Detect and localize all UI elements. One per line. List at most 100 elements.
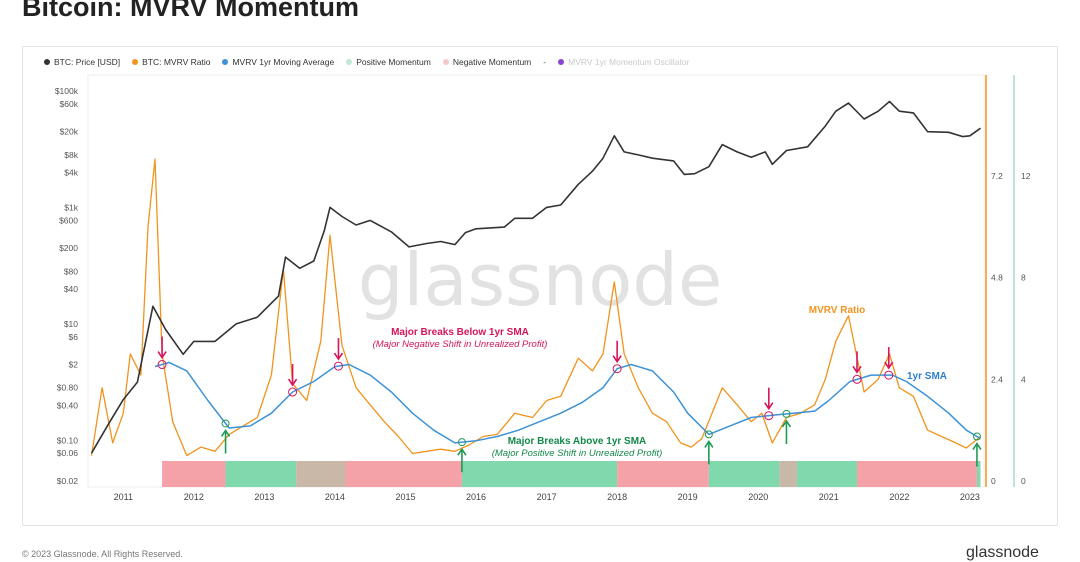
y-left-tick-0-10: $0.10 [57, 435, 79, 445]
x-tick-2021: 2021 [819, 492, 839, 502]
copyright-text: © 2023 Glassnode. All Rights Reserved. [22, 549, 183, 559]
annotation-positive-subtitle: (Major Positive Shift in Unrealized Prof… [492, 448, 663, 459]
y-left-tick-0-02: $0.02 [57, 476, 79, 486]
positive-break-marker [221, 419, 230, 428]
y-left-tick-40: $40 [64, 284, 78, 294]
negative-break-arrow-head [157, 351, 167, 359]
negative-break-marker [884, 370, 894, 380]
legend-item-price[interactable]: BTC: Price [USD] [44, 57, 120, 67]
legend-label-positive: Positive Momentum [356, 57, 431, 67]
y-right2-tick-12: 12 [1021, 171, 1031, 181]
positive-break-arrow-head [704, 439, 714, 448]
y-right-tick-2-4: 2.4 [991, 374, 1003, 384]
legend-label-sma: MVRV 1yr Moving Average [232, 57, 335, 67]
annotation-positive-title: Major Breaks Above 1yr SMA [508, 436, 647, 447]
positive-break-marker [704, 430, 713, 439]
label-1yr-sma: 1yr SMA [907, 371, 947, 382]
negative-break-marker [288, 387, 298, 397]
y-left-tick-600: $600 [59, 215, 78, 225]
negative-break-arrow-head [612, 355, 622, 364]
positive-break-marker [457, 438, 466, 447]
y-left-tick-0-06: $0.06 [57, 448, 79, 458]
legend-label-negative: Negative Momentum [452, 57, 532, 67]
x-tick-2017: 2017 [537, 492, 557, 502]
x-tick-2011: 2011 [114, 492, 133, 502]
x-tick-2013: 2013 [254, 492, 274, 502]
page-title: Bitcoin: MVRV Momentum [22, 0, 359, 22]
positive-break-arrow-head [781, 419, 792, 428]
negative-break-arrow-head [852, 365, 862, 374]
negative-break-arrow-head [333, 352, 344, 361]
momentum-segment-positive [708, 461, 780, 487]
x-tick-2020: 2020 [748, 492, 768, 502]
positive-break-arrow-head [220, 429, 231, 437]
x-tick-2016: 2016 [466, 492, 486, 502]
series-line-mvrv [90, 158, 981, 457]
momentum-segment-positive [797, 461, 858, 487]
series-line-sma [154, 361, 981, 444]
y-left-tick-2: $2 [69, 360, 79, 370]
positive-break-arrow-head [972, 442, 982, 450]
momentum-segment-negative [617, 461, 709, 487]
brand-logo-text: glassnode [966, 544, 1039, 561]
y-left-tick-6: $6 [69, 332, 79, 342]
y-left-tick-80: $80 [64, 266, 78, 276]
momentum-segment-positive [976, 461, 981, 487]
x-tick-2022: 2022 [889, 492, 909, 502]
momentum-segment-mixed [779, 461, 798, 487]
annotation-negative-subtitle: (Major Negative Shift in Unrealized Prof… [373, 339, 548, 350]
label-mvrv-ratio: MVRV Ratio [809, 305, 866, 316]
y-left-tick-1k: $1k [64, 202, 78, 212]
x-tick-2023: 2023 [960, 492, 980, 502]
legend-item-negative[interactable]: Negative Momentum [442, 57, 532, 67]
negative-break-arrow-head [287, 378, 298, 387]
negative-break-marker [764, 411, 774, 421]
series-line-price [90, 100, 981, 454]
y-right-tick-4-8: 4.8 [991, 273, 1003, 283]
momentum-segment-negative [345, 461, 462, 487]
chart-panel [22, 46, 1058, 526]
positive-break-marker [972, 432, 981, 441]
legend-item-mvrv[interactable]: BTC: MVRV Ratio [132, 57, 210, 67]
momentum-segment-positive [461, 461, 618, 487]
negative-break-marker [852, 374, 862, 384]
legend: BTC: Price [USD] BTC: MVRV Ratio MVRV 1y… [44, 57, 689, 67]
negative-break-marker [157, 360, 167, 370]
negative-break-arrow-head [884, 361, 894, 370]
y-left-tick-200: $200 [59, 243, 78, 253]
y-right-tick-0: 0 [991, 476, 996, 486]
legend-separator: - [543, 57, 547, 67]
x-tick-2014: 2014 [325, 492, 345, 502]
y-right2-tick-4: 4 [1021, 374, 1026, 384]
x-tick-2012: 2012 [184, 492, 204, 502]
momentum-segment-positive [225, 461, 297, 487]
negative-break-marker [612, 364, 622, 374]
y-left-tick-0-40: $0.40 [57, 400, 79, 410]
legend-dot-oscillator [558, 59, 565, 65]
legend-item-sma[interactable]: MVRV 1yr Moving Average [222, 57, 334, 67]
x-tick-2015: 2015 [395, 492, 415, 502]
y-left-tick-4k: $4k [64, 167, 78, 177]
y-left-tick-20k: $20k [60, 127, 79, 137]
y-right2-tick-0: 0 [1021, 476, 1026, 486]
legend-label-oscillator: MVRV 1yr Momentum Oscillator [568, 57, 690, 67]
y-right-tick-7-2: 7.2 [991, 171, 1003, 181]
legend-label-mvrv: BTC: MVRV Ratio [142, 57, 211, 67]
momentum-segment-negative [162, 461, 226, 487]
legend-dot-price [44, 59, 50, 65]
x-tick-2019: 2019 [678, 492, 698, 502]
y-left-tick-10: $10 [64, 319, 78, 329]
annotation-negative-title: Major Breaks Below 1yr SMA [391, 327, 529, 338]
legend-dot-sma [222, 59, 229, 65]
momentum-segment-negative [857, 461, 977, 487]
legend-dot-negative [442, 59, 449, 65]
legend-dot-mvrv [132, 59, 139, 65]
negative-break-arrow-head [764, 402, 774, 411]
positive-break-arrow-head [457, 447, 467, 456]
y-left-tick-100k: $100k [55, 86, 79, 96]
legend-dot-positive [346, 59, 353, 65]
legend-label-price: BTC: Price [USD] [54, 57, 121, 67]
legend-item-positive[interactable]: Positive Momentum [346, 57, 431, 67]
legend-item-oscillator[interactable]: MVRV 1yr Momentum Oscillator [558, 57, 689, 67]
